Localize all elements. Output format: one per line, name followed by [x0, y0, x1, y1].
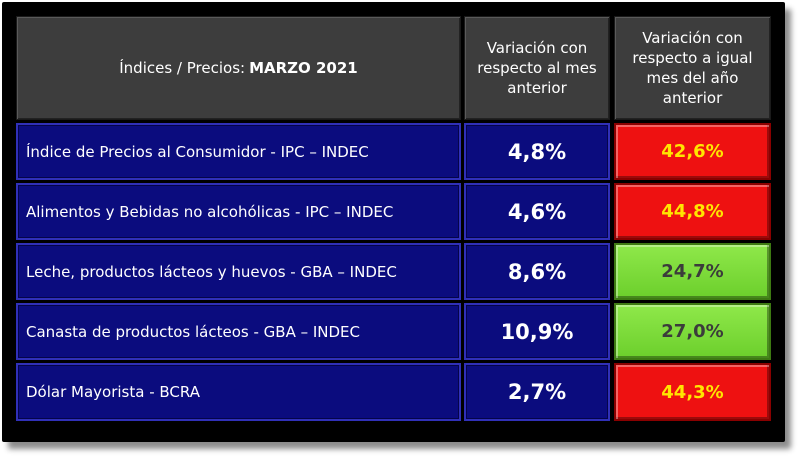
header-month-variation-label: Variación con respecto al mes anterior: [477, 39, 597, 97]
header-title-month: MARZO 2021: [249, 59, 358, 77]
row-month-value: 2,7%: [464, 363, 610, 421]
header-year-variation: Variación con respecto a igual mes del a…: [614, 16, 771, 120]
row-year-value: 42,6%: [614, 123, 771, 180]
row-month-value: 4,8%: [464, 123, 610, 180]
header-title-prefix: Índices / Precios:: [119, 59, 246, 77]
row-label: Canasta de productos lácteos - GBA – IND…: [16, 303, 461, 360]
price-index-table: Índices / Precios: MARZO 2021 Variación …: [2, 2, 785, 442]
row-month-value: 4,6%: [464, 183, 610, 240]
header-month-variation: Variación con respecto al mes anterior: [464, 16, 610, 120]
header-year-variation-label: Variación con respecto a igual mes del a…: [632, 29, 753, 107]
row-month-value: 8,6%: [464, 243, 610, 300]
row-label: Dólar Mayorista - BCRA: [16, 363, 461, 421]
header-title-cell: Índices / Precios: MARZO 2021: [16, 16, 461, 120]
row-year-value: 44,3%: [614, 363, 771, 421]
row-label: Índice de Precios al Consumidor - IPC – …: [16, 123, 461, 180]
row-label: Leche, productos lácteos y huevos - GBA …: [16, 243, 461, 300]
row-year-value: 27,0%: [614, 303, 771, 360]
row-month-value: 10,9%: [464, 303, 610, 360]
row-year-value: 24,7%: [614, 243, 771, 300]
row-label: Alimentos y Bebidas no alcohólicas - IPC…: [16, 183, 461, 240]
row-year-value: 44,8%: [614, 183, 771, 240]
